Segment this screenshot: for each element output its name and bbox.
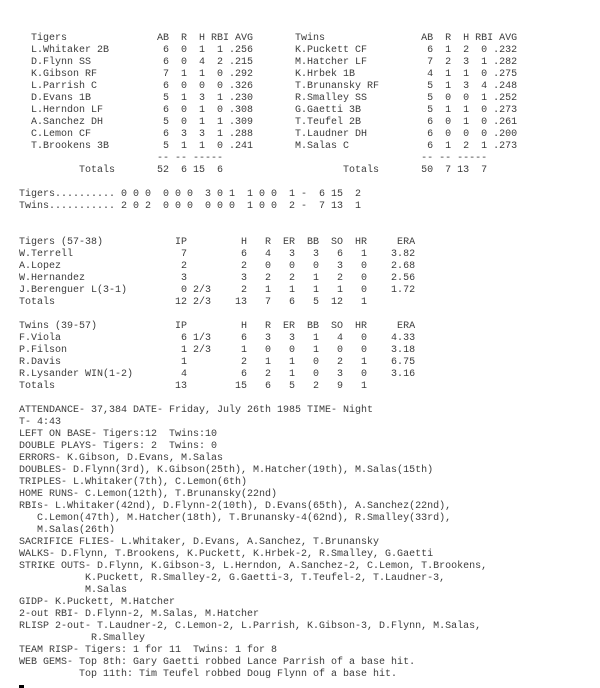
pitching-twins: Twins (39-57) IP H R ER BB SO HR ERA F.V… — [19, 321, 416, 392]
linescore: Tigers.......... 0 0 0 0 0 0 3 0 1 1 0 0… — [19, 189, 362, 212]
cursor-line — [0, 681, 600, 688]
game-notes: ATTENDANCE- 37,384 DATE- Friday, July 26… — [19, 405, 488, 680]
pitching-tigers: Tigers (57-38) IP H R ER BB SO HR ERA W.… — [19, 237, 416, 308]
text-cursor — [19, 685, 24, 688]
batting-tables: Tigers AB R H RBI AVG Twins AB R H RBI A… — [31, 33, 518, 176]
